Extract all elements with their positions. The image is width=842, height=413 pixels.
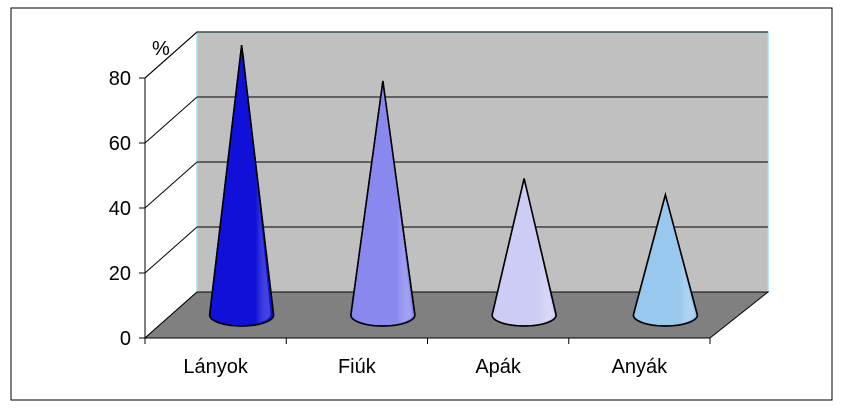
gridline-side <box>144 31 198 79</box>
cone-fiúk <box>350 80 416 327</box>
gridline-side <box>144 96 198 144</box>
cone-highlight <box>526 184 554 325</box>
y-tick-label: 40 <box>109 198 131 220</box>
category-label: Fiúk <box>338 356 377 378</box>
cone-anyák <box>632 191 699 327</box>
y-tick-label: 60 <box>109 133 131 155</box>
category-axis: Lányok Fiúk Apák Anyák <box>144 337 711 378</box>
category-label: Lányok <box>183 356 248 378</box>
y-tick-label: 80 <box>109 68 131 90</box>
unit-label: % <box>152 38 170 60</box>
category-label: Apák <box>475 356 522 378</box>
value-axis: 0 20 40 60 80 <box>109 68 146 350</box>
cone-outline <box>208 45 275 327</box>
gridline-side <box>144 161 198 209</box>
cone-series <box>208 45 699 327</box>
cone-highlight <box>667 200 695 325</box>
cone-outline <box>632 191 699 327</box>
y-tick-label: 20 <box>109 263 131 285</box>
cone-apák <box>491 178 557 327</box>
cone-outline <box>491 178 557 327</box>
category-label: Anyák <box>612 356 669 378</box>
cone-lányok <box>208 45 275 327</box>
gridline-side <box>144 226 198 274</box>
cone-outline <box>350 80 416 327</box>
y-tick-label: 0 <box>120 328 131 350</box>
